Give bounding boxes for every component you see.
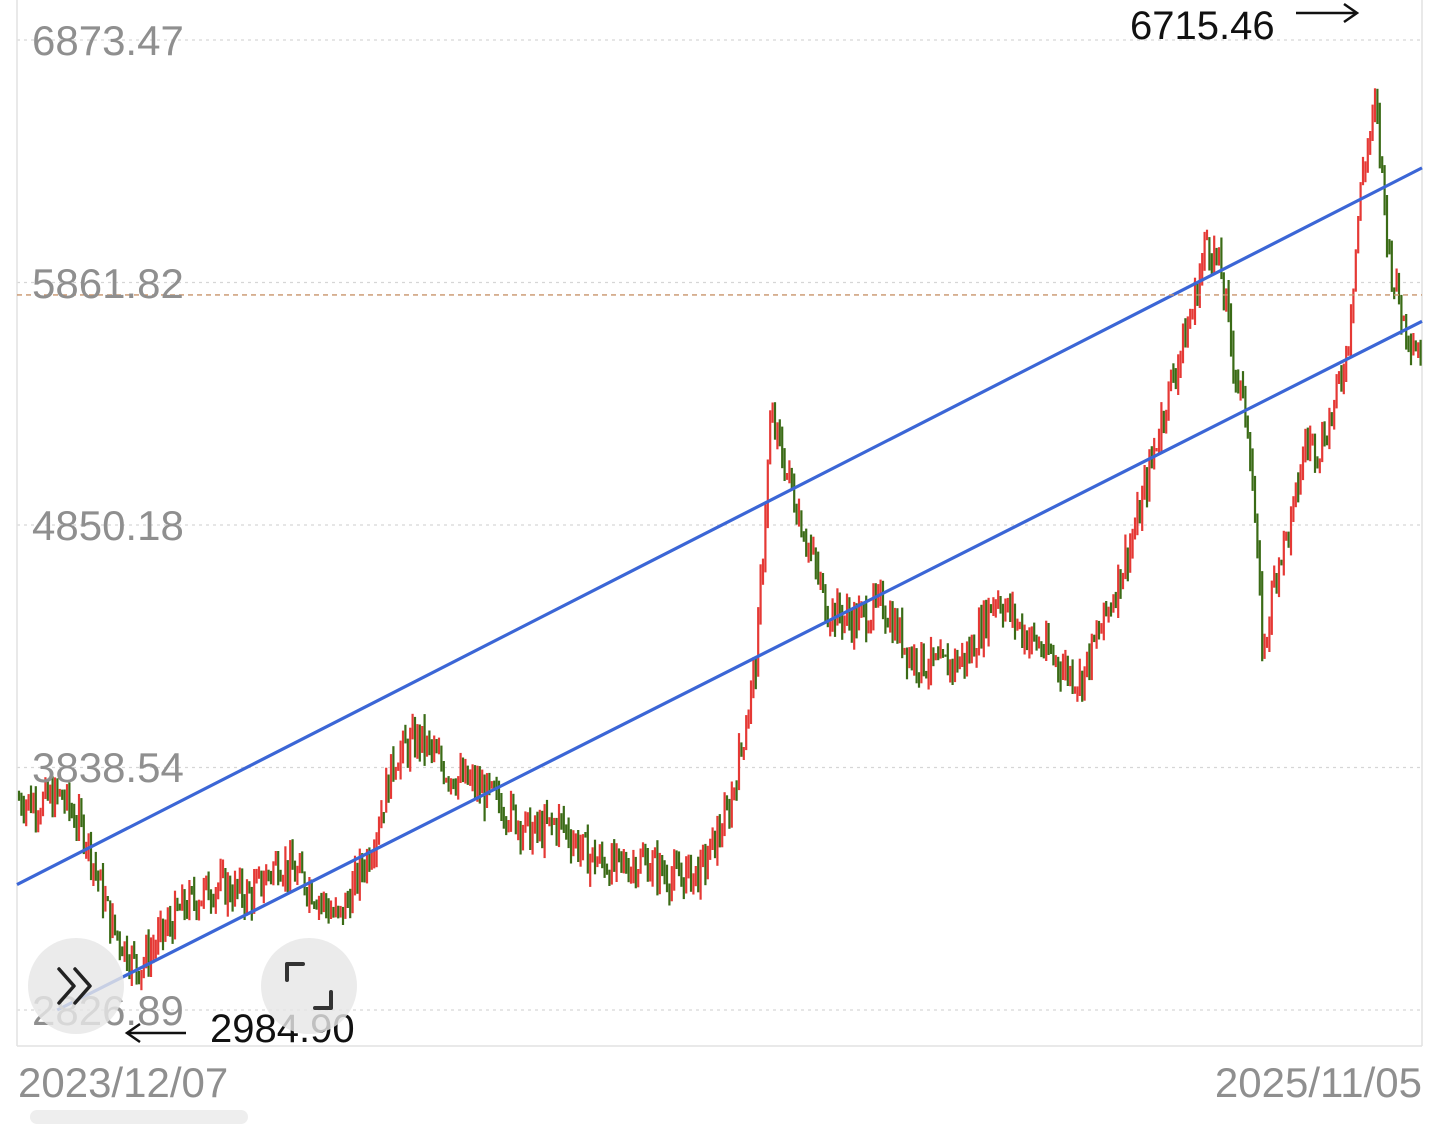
grid-lines <box>16 0 1423 1047</box>
channel-line-lower[interactable] <box>56 319 1423 1012</box>
fullscreen-corners-icon <box>285 962 333 1010</box>
x-tick-label: 2025/11/05 <box>1214 1059 1422 1106</box>
y-tick-label: 3838.54 <box>32 744 184 792</box>
y-tick-label: 5861.82 <box>32 259 184 307</box>
y-tick-label: 6873.47 <box>32 17 184 64</box>
double-chevron-right-icon <box>57 967 92 1005</box>
fullscreen-button[interactable] <box>261 938 357 1034</box>
x-tick-label: 2023/12/07 <box>18 1059 229 1106</box>
channel-line-upper[interactable] <box>16 166 1423 887</box>
bottom-scroll-handle[interactable] <box>30 1110 248 1124</box>
trend-channel <box>16 166 1423 1012</box>
high-arrow-icon <box>1296 2 1360 24</box>
candles <box>17 88 1422 991</box>
expand-button[interactable] <box>28 938 124 1034</box>
y-tick-label: 4850.18 <box>32 502 184 549</box>
low-arrow-icon <box>124 1022 186 1044</box>
high-value-label: 6715.46 <box>1130 4 1275 48</box>
